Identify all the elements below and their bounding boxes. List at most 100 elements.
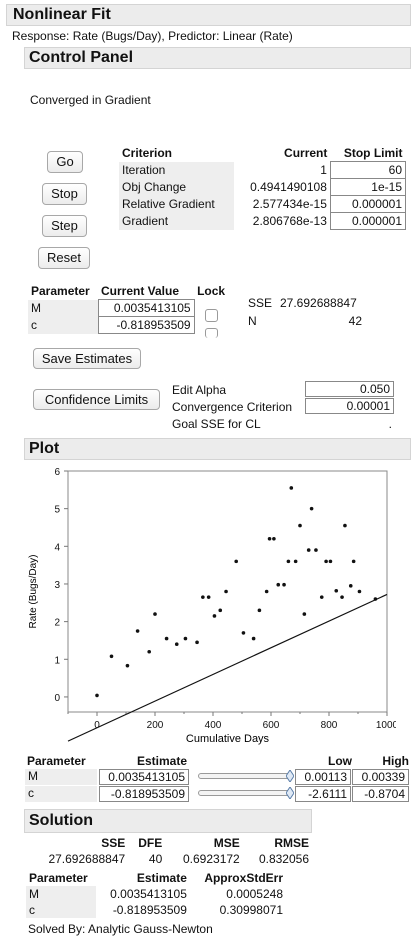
confidence-limits-button[interactable]: Confidence Limits [33, 389, 160, 410]
convergence-status: Converged in Gradient [30, 93, 151, 107]
criterion-current: 2.577434e-15 [252, 197, 327, 211]
control-panel-title[interactable]: Control Panel [24, 47, 411, 69]
data-point [251, 636, 256, 641]
goal-sse-value: . [388, 417, 392, 431]
step-button[interactable]: Step [42, 215, 87, 237]
data-point [212, 614, 217, 618]
mse-value: 0.6923172 [183, 852, 240, 866]
lock-checkbox-c[interactable] [205, 328, 218, 338]
low-field-c[interactable]: -2.6111 [295, 786, 351, 802]
estimate-field-c[interactable]: -0.818953509 [99, 786, 189, 802]
criterion-name: Iteration [119, 161, 234, 179]
parameter-header: Parameter [31, 284, 90, 299]
table-row: Iteration 1 60 [119, 161, 407, 179]
data-point [328, 559, 333, 564]
data-point [135, 629, 140, 633]
y-tick-label: 6 [54, 467, 60, 478]
data-point [306, 548, 311, 552]
slider-thumb-icon[interactable] [286, 787, 294, 799]
param-stderr: 0.30998071 [219, 903, 283, 917]
data-point [286, 559, 291, 564]
data-point [195, 640, 199, 645]
n-value: 42 [348, 314, 362, 328]
data-point [224, 589, 228, 594]
response-line: Response: Rate (Bugs/Day), Predictor: Li… [12, 29, 293, 43]
estimate-header: Estimate [136, 754, 187, 768]
goal-sse-label: Goal SSE for CL [172, 417, 261, 431]
fit-line [67, 593, 388, 742]
current-value-field[interactable]: 0.0035413105 [97, 299, 195, 317]
y-tick-label: 0 [54, 693, 60, 704]
lock-checkbox-m[interactable] [205, 309, 218, 322]
data-point [309, 506, 314, 511]
data-point [340, 595, 344, 599]
stop-limit-field[interactable]: 1e-15 [329, 178, 407, 196]
reset-button[interactable]: Reset [38, 247, 90, 269]
stop-limit-field[interactable]: 60 [329, 161, 407, 179]
data-point [174, 642, 179, 647]
high-field-c[interactable]: -0.8704 [352, 786, 409, 802]
stop-limit-field[interactable]: 0.000001 [329, 195, 407, 213]
criterion-current: 0.4941490108 [250, 180, 327, 194]
criterion-header: Criterion [122, 146, 173, 161]
table-row: c -0.818953509 0.30998071 [26, 902, 286, 918]
rmse-value: 0.832056 [258, 852, 309, 866]
estimate-field-m[interactable]: 0.0035413105 [99, 769, 189, 785]
convergence-criterion-field[interactable]: 0.00001 [305, 398, 394, 414]
low-field-m[interactable]: 0.00113 [295, 769, 351, 785]
data-point [319, 595, 324, 599]
param-estimate: -0.818953509 [112, 903, 187, 917]
y-tick-label: 4 [54, 542, 60, 553]
data-point [324, 559, 328, 564]
data-point [289, 486, 294, 490]
lock-header: Lock [197, 284, 226, 299]
x-tick-label: 0 [94, 720, 100, 731]
criterion-name: Gradient [119, 212, 234, 230]
data-point [109, 654, 114, 659]
data-point [302, 612, 307, 616]
go-button[interactable]: Go [47, 151, 83, 173]
slider-thumb-icon[interactable] [286, 770, 294, 782]
current-value-header: Current Value [101, 284, 180, 298]
data-point [276, 582, 281, 587]
data-point [348, 584, 353, 588]
data-point [153, 612, 157, 616]
estimate-slider-c[interactable] [198, 790, 290, 796]
edit-alpha-field[interactable]: 0.050 [305, 381, 394, 397]
solved-by: Solved By: Analytic Gauss-Newton [28, 922, 213, 936]
table-row: 27.692688847 40 0.6923172 0.832056 [26, 851, 312, 867]
data-point [264, 589, 269, 594]
stop-button[interactable]: Stop [42, 183, 87, 205]
data-point [314, 548, 318, 552]
estimate-slider-m[interactable] [198, 773, 290, 779]
report-title[interactable]: Nonlinear Fit [6, 4, 411, 26]
criterion-name: Relative Gradient [119, 195, 234, 213]
estimate-header: Estimate [136, 871, 187, 885]
data-point [125, 663, 130, 668]
x-tick-label: 800 [321, 720, 338, 731]
sse-value: 27.692688847 [48, 852, 126, 866]
data-point [201, 595, 205, 599]
x-tick-label: 600 [263, 720, 280, 731]
param-name: M [26, 886, 96, 902]
data-point [272, 536, 276, 541]
save-estimates-button[interactable]: Save Estimates [33, 348, 141, 369]
table-row: M 0.0035413105 [28, 299, 233, 317]
parameter-table: Parameter Current Value Lock M 0.0035413… [28, 284, 233, 334]
current-header: Current [284, 146, 328, 161]
high-header: High [382, 754, 409, 768]
current-value-field[interactable]: -0.818953509 [97, 316, 195, 334]
y-tick-label: 5 [54, 505, 60, 516]
solution-title[interactable]: Solution [24, 809, 312, 833]
plot-title[interactable]: Plot [24, 438, 411, 460]
data-point [257, 608, 262, 613]
y-tick-label: 1 [54, 655, 60, 666]
estimate-param-name: c [25, 786, 97, 802]
table-row: Relative Gradient 2.577434e-15 0.000001 [119, 195, 407, 213]
stderr-header: ApproxStdErr [204, 871, 283, 885]
convergence-criterion-label: Convergence Criterion [172, 400, 293, 414]
data-point [334, 588, 339, 593]
high-field-m[interactable]: 0.00339 [352, 769, 409, 785]
param-name: c [26, 902, 96, 918]
stop-limit-field[interactable]: 0.000001 [329, 212, 407, 230]
